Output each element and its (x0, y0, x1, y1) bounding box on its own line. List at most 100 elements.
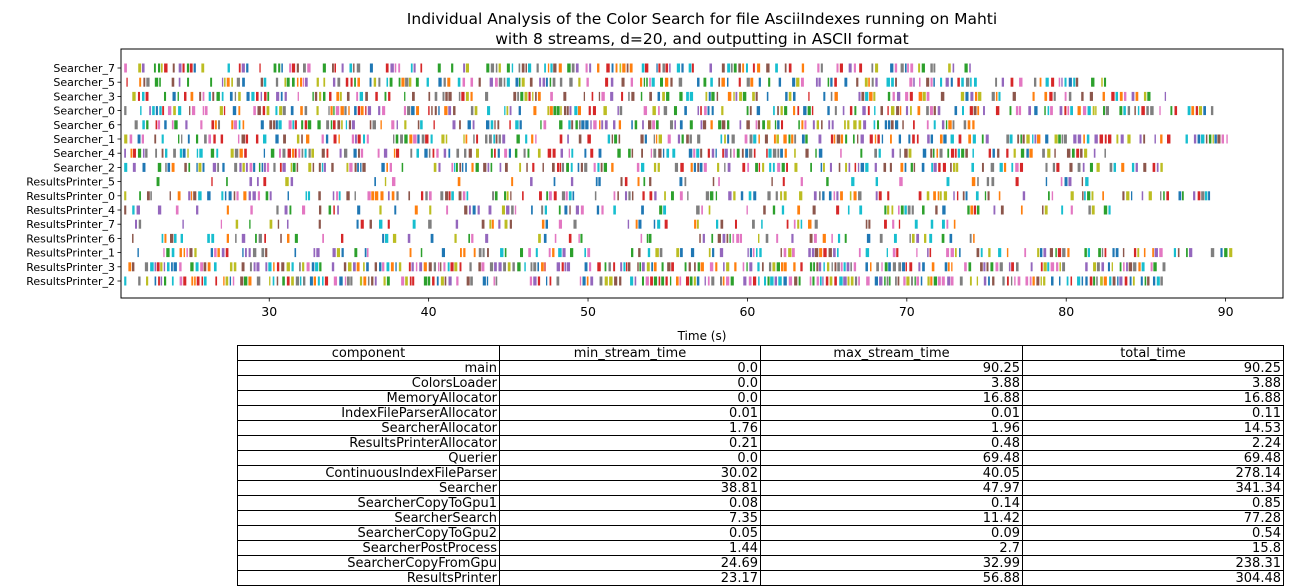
bar-segment (207, 191, 211, 201)
bar-segment (245, 162, 248, 172)
bar-segment (443, 77, 446, 87)
bar-segment (1043, 248, 1047, 258)
bars-layer (124, 63, 1233, 286)
bar-segment (1205, 134, 1208, 144)
bar-segment (431, 106, 433, 116)
bar-segment (927, 248, 929, 258)
bar-segment (931, 162, 934, 172)
bar-segment (749, 134, 753, 144)
bar-segment (757, 262, 760, 272)
bar-segment (827, 106, 830, 116)
bar-segment (1029, 276, 1032, 286)
bar-segment (193, 63, 196, 73)
bar-segment (970, 205, 973, 215)
bar-segment (231, 77, 233, 87)
bar-segment (1095, 106, 1097, 116)
bar-segment (1101, 262, 1105, 272)
bar-segment (836, 205, 840, 215)
bar-segment (818, 148, 823, 158)
bar-segment (1143, 248, 1146, 258)
bar-segment (943, 134, 947, 144)
bar-segment (761, 262, 764, 272)
bar-segment (196, 205, 199, 215)
bar-segment (175, 205, 179, 215)
bar-segment (1044, 205, 1048, 215)
bar-segment (301, 134, 303, 144)
bar-segment (343, 262, 347, 272)
bar-segment (886, 77, 890, 87)
bar-segment (916, 248, 918, 258)
bar-segment (658, 106, 660, 116)
bar-segment (491, 219, 494, 229)
bar-segment (957, 77, 960, 87)
bar-segment (1226, 134, 1228, 144)
bar-segment (719, 248, 724, 258)
bar-segment (530, 262, 533, 272)
bar-segment (1193, 134, 1197, 144)
bar-segment (571, 148, 574, 158)
bar-segment (277, 219, 280, 229)
bar-segment (473, 134, 475, 144)
bar-segment (1089, 91, 1093, 101)
bar-segment (781, 120, 784, 130)
bar-segment (874, 276, 878, 286)
bar-segment (568, 120, 571, 130)
bar-segment (910, 162, 913, 172)
bar-segment (275, 120, 278, 130)
bar-segment (791, 233, 794, 243)
bar-segment (991, 91, 995, 101)
bar-segment (1085, 276, 1088, 286)
bar-segment (840, 191, 843, 201)
bar-segment (154, 262, 156, 272)
bar-segment (372, 120, 376, 130)
bar-segment (842, 106, 845, 116)
bar-segment (378, 219, 383, 229)
bar-segment (414, 205, 418, 215)
bar-segment (726, 262, 730, 272)
bar-segment (330, 106, 333, 116)
bar-segment (1077, 162, 1081, 172)
bar-segment (338, 134, 340, 144)
table-cell: 0.54 (1022, 525, 1284, 541)
bar-segment (999, 262, 1003, 272)
bar-segment (1089, 162, 1093, 172)
bar-segment (715, 148, 717, 158)
bar-segment (460, 248, 462, 258)
bar-segment (712, 177, 715, 187)
bar-segment (763, 276, 767, 286)
bar-segment (387, 219, 390, 229)
bar-segment (191, 276, 194, 286)
bar-segment (899, 106, 902, 116)
bar-segment (275, 106, 278, 116)
x-tick-label: 40 (421, 304, 437, 319)
bar-segment (502, 134, 506, 144)
bar-segment (241, 63, 245, 73)
bar-segment (218, 120, 221, 130)
bar-segment (1147, 276, 1150, 286)
bar-segment (836, 248, 839, 258)
bar-segment (1107, 134, 1112, 144)
bar-segment (307, 191, 311, 201)
bar-segment (569, 106, 572, 116)
bar-segment (369, 63, 373, 73)
bar-segment (1094, 134, 1098, 144)
bar-segment (374, 276, 377, 286)
table-cell: 2.24 (1022, 435, 1284, 451)
bar-segment (1185, 134, 1188, 144)
bar-segment (390, 63, 394, 73)
bar-segment (666, 148, 670, 158)
bar-segment (941, 276, 945, 286)
bar-segment (818, 77, 821, 87)
bar-segment (401, 77, 405, 87)
bar-segment (337, 77, 341, 87)
bar-segment (1085, 177, 1089, 187)
bar-segment (216, 148, 219, 158)
bar-segment (801, 63, 805, 73)
bar-segment (469, 262, 472, 272)
bar-segment (733, 148, 735, 158)
bar-segment (384, 177, 387, 187)
bar-segment (553, 177, 556, 187)
bar-segment (204, 106, 208, 116)
bar-segment (211, 177, 213, 187)
bar-segment (287, 191, 289, 201)
